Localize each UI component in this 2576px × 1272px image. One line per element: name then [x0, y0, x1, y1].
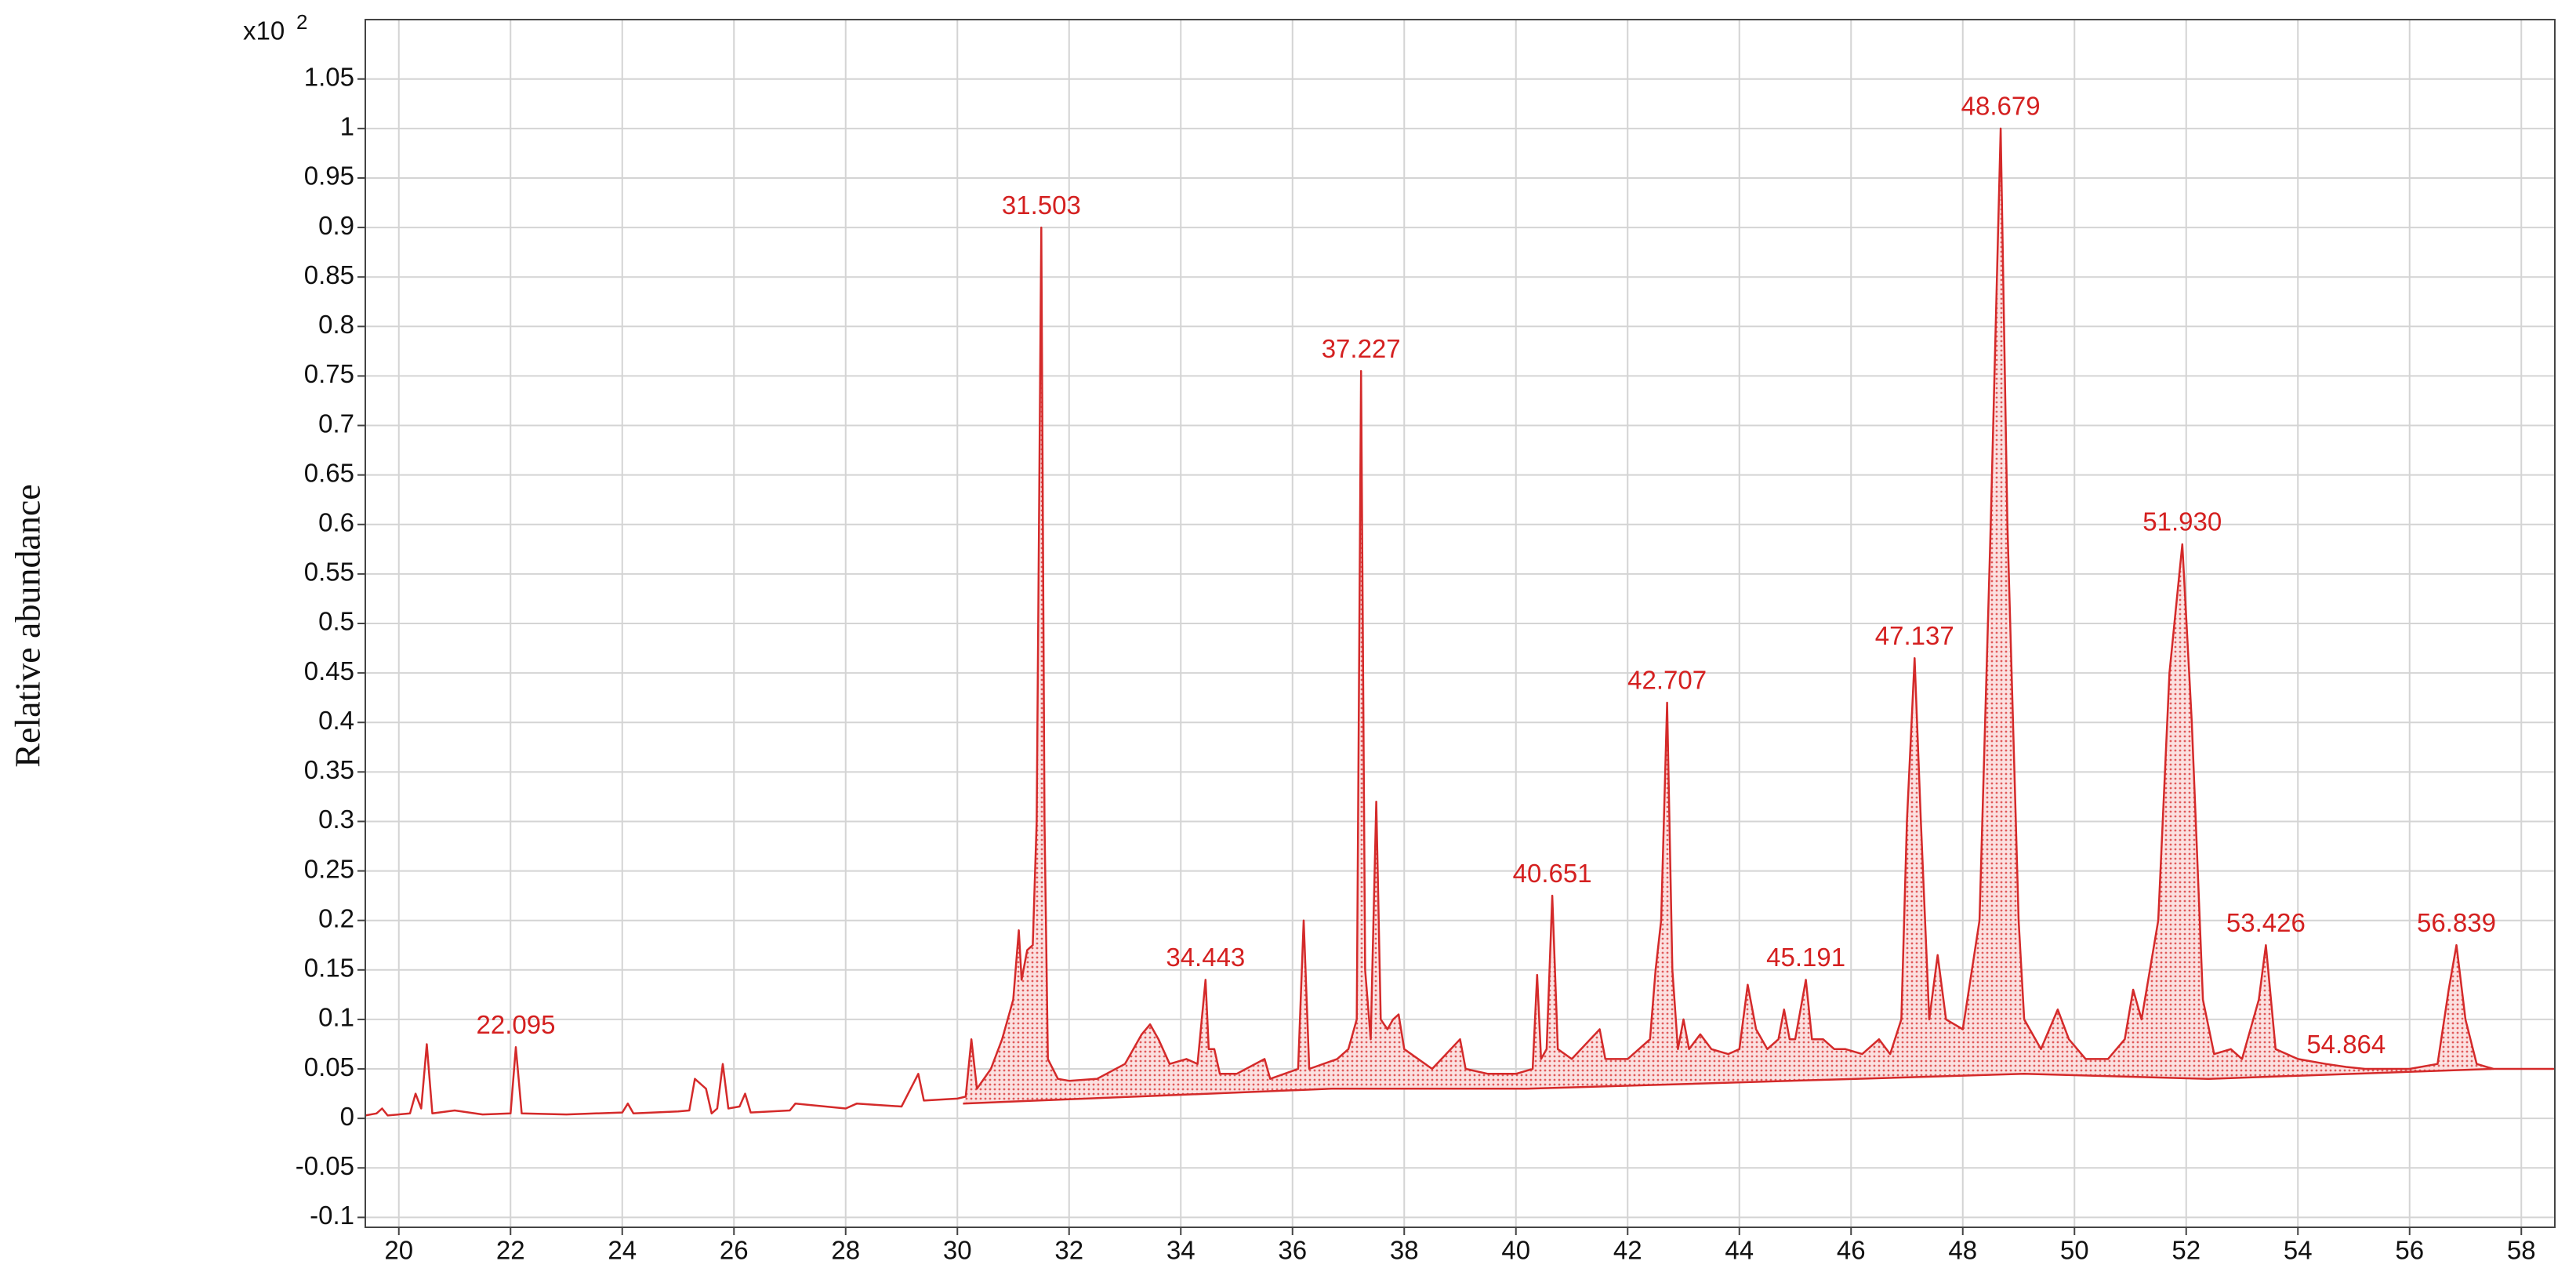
peak-label: 31.503 — [1002, 191, 1081, 220]
peak-label: 53.426 — [2226, 908, 2306, 937]
peak-label: 34.443 — [1166, 943, 1245, 972]
x-tick-label: 56 — [2395, 1236, 2424, 1265]
peak-label: 45.191 — [1766, 943, 1845, 972]
y-tick-label: 0.8 — [318, 310, 354, 339]
x-tick-label: 50 — [2060, 1236, 2089, 1265]
x-tick-label: 38 — [1390, 1236, 1419, 1265]
x-tick-label: 36 — [1278, 1236, 1307, 1265]
multiplier-exponent: 2 — [296, 10, 307, 34]
peak-label: 48.679 — [1961, 92, 2041, 121]
y-tick-label: 0.5 — [318, 607, 354, 636]
x-tick-label: 44 — [1725, 1236, 1754, 1265]
x-tick-label: 34 — [1166, 1236, 1195, 1265]
x-tick-label: 24 — [608, 1236, 637, 1265]
peak-label: 54.864 — [2306, 1030, 2386, 1059]
x-tick-label: 42 — [1613, 1236, 1642, 1265]
x-tick-label: 26 — [720, 1236, 749, 1265]
y-axis-label: Relative abundance — [8, 484, 48, 767]
baseline — [963, 1067, 2494, 1105]
x-tick-label: 32 — [1054, 1236, 1083, 1265]
y-tick-label: 0.85 — [304, 260, 354, 289]
y-tick-label: 0.3 — [318, 805, 354, 834]
x-tick-label: 22 — [496, 1236, 525, 1265]
y-tick-label: 0.1 — [318, 1003, 354, 1032]
y-tick-label: 1.05 — [304, 62, 354, 91]
x-tick-label: 54 — [2284, 1236, 2313, 1265]
y-tick-label: 0.65 — [304, 458, 354, 487]
y-tick-label: 1 — [340, 112, 354, 141]
y-tick-label: 0.05 — [304, 1052, 354, 1081]
y-tick-label: -0.1 — [310, 1201, 354, 1230]
y-tick-label: 0.55 — [304, 558, 354, 587]
peak-label: 51.930 — [2142, 507, 2222, 536]
y-tick-label: 0.9 — [318, 211, 354, 240]
trace — [365, 127, 2555, 1117]
plot — [365, 127, 2555, 1117]
peak-label: 37.227 — [1322, 334, 1401, 363]
y-tick-label: 0.7 — [318, 409, 354, 438]
y-tick-label: 0.45 — [304, 656, 354, 685]
x-tick-label: 20 — [384, 1236, 413, 1265]
peak-label: 22.095 — [477, 1010, 556, 1039]
peak-label: 56.839 — [2417, 908, 2496, 937]
y-tick-label: 0.4 — [318, 706, 354, 735]
x-tick-label: 46 — [1837, 1236, 1866, 1265]
peak-label: 42.707 — [1627, 666, 1707, 695]
y-tick-label: 0 — [340, 1102, 354, 1131]
y-tick-label: 0.95 — [304, 162, 354, 191]
y-tick-label: 0.35 — [304, 755, 354, 784]
x-tick-label: 30 — [943, 1236, 972, 1265]
peak-label: 40.651 — [1513, 859, 1592, 888]
x-tick-label: 48 — [1948, 1236, 1977, 1265]
x-tick-label: 58 — [2507, 1236, 2536, 1265]
y-tick-label: -0.05 — [296, 1151, 354, 1180]
x-tick-label: 40 — [1501, 1236, 1530, 1265]
multiplier: x10 — [243, 16, 285, 45]
x-tick-label: 28 — [831, 1236, 860, 1265]
peak-label: 47.137 — [1875, 621, 1954, 650]
y-tick-label: 0.75 — [304, 359, 354, 388]
x-tick-label: 52 — [2171, 1236, 2200, 1265]
y-tick-label: 0.2 — [318, 903, 354, 932]
y-tick-label: 0.15 — [304, 954, 354, 983]
y-tick-label: 0.25 — [304, 854, 354, 883]
y-tick-label: 0.6 — [318, 507, 354, 536]
